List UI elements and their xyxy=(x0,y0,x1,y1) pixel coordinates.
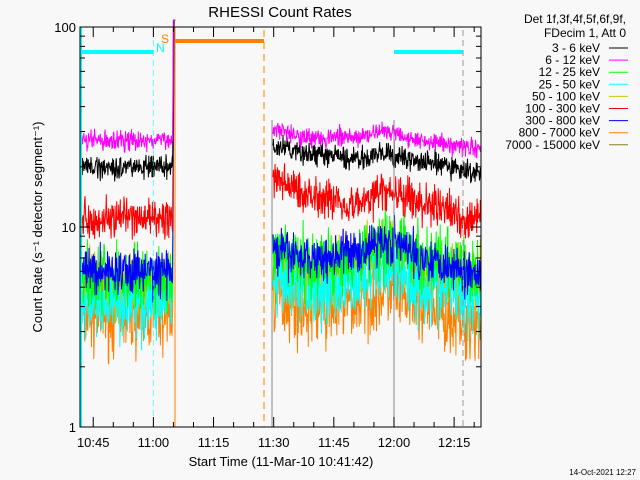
legend-header-line-1: Det 1f,3f,4f,5f,6f,9f, xyxy=(524,12,626,26)
series-line-post xyxy=(272,121,481,159)
x-tick-label: 10:45 xyxy=(77,435,110,450)
legend-label: 6 - 12 keV xyxy=(545,53,600,67)
legend-label: 12 - 25 keV xyxy=(539,65,600,79)
legend-label: 800 - 7000 keV xyxy=(519,126,600,140)
x-tick-label: 11:15 xyxy=(198,435,230,450)
footer-timestamp: 14-Oct-2021 12:27 xyxy=(569,468,636,477)
series-line-post xyxy=(272,135,481,184)
x-axis-label: Start Time (11-Mar-10 10:41:42) xyxy=(189,454,374,469)
series-layer xyxy=(79,19,481,365)
legend-label: 100 - 300 keV xyxy=(525,102,600,116)
legend: Det 1f,3f,4f,5f,6f,9f, FDecim 1, Att 0 3… xyxy=(505,12,628,152)
tick-layer: 10:45 11:00 11:15 11:30 11:45 12:00 12:15 1 10 10… xyxy=(54,20,481,450)
legend-header-line-2: FDecim 1, Att 0 xyxy=(544,26,626,40)
series-line-post xyxy=(272,214,481,300)
y-tick-label: 1 xyxy=(69,420,76,435)
marker-s-label: S xyxy=(161,32,169,46)
legend-label: 50 - 100 keV xyxy=(532,89,600,103)
series-line-pre xyxy=(79,19,176,303)
legend-label: 300 - 800 keV xyxy=(525,114,600,128)
legend-label: 3 - 6 keV xyxy=(552,41,600,55)
plot-frame xyxy=(79,26,482,428)
series-line-post xyxy=(272,163,481,239)
series-line-post xyxy=(272,233,481,342)
marker-n-label: N xyxy=(156,41,165,55)
series-line-pre xyxy=(79,19,176,241)
x-tick-label: 11:00 xyxy=(138,435,170,450)
y-tick-label: 100 xyxy=(54,20,76,35)
y-axis-label: Count Rate (s⁻¹ detector segment⁻¹) xyxy=(30,122,45,333)
legend-label: 7000 - 15000 keV xyxy=(505,138,600,152)
series-line-pre xyxy=(79,19,176,154)
legend-label: 25 - 50 keV xyxy=(539,77,600,91)
series-line-pre xyxy=(79,19,176,182)
x-tick-label: 11:45 xyxy=(318,435,350,450)
chart-title: RHESSI Count Rates xyxy=(208,4,351,21)
x-tick-label: 12:15 xyxy=(438,435,471,450)
x-tick-label: 11:30 xyxy=(258,435,290,450)
x-tick-label: 12:00 xyxy=(378,435,411,450)
y-tick-label: 10 xyxy=(62,220,76,235)
